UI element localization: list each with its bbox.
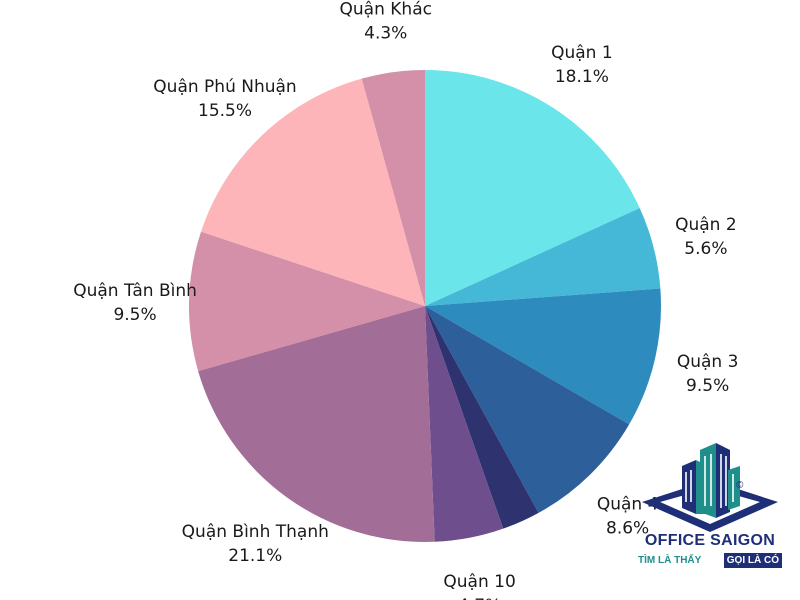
slice-labels: Quận 1 18.1% Quận 2 5.6% Quận 3 9.5% Quận 4 8.6… <box>73 0 738 600</box>
slice-name: Quận 3 <box>677 352 739 372</box>
pie-slice-quan-1 <box>425 70 640 306</box>
slice-label-quan-4: Quận 4 8.6% <box>597 494 659 538</box>
building-logo-icon <box>642 443 778 532</box>
slice-percent: 4.7% <box>458 596 501 600</box>
pie-slice-quan-tan-binh <box>188 231 425 372</box>
logo-tagline-left: TÌM LÀ THẤY <box>638 555 702 566</box>
slice-label-quan-phu-nhuan: Quận Phú Nhuận 15.5% <box>153 77 296 121</box>
logo-tagline: TÌM LÀ THẤY GỌI LÀ CÓ <box>638 553 782 569</box>
slice-percent: 5.6% <box>684 239 727 259</box>
slice-name: Quận Khác <box>340 0 432 20</box>
pie-slice-quan-3 <box>425 288 661 425</box>
pie-slice-quan-10 <box>425 306 504 542</box>
slice-name: Quận 2 <box>675 215 737 235</box>
slice-label-quan-3: Quận 3 9.5% <box>677 352 739 396</box>
copyright-mark: © <box>736 480 744 491</box>
office-saigon-logo: © OFFICE SAIGON TÌM LÀ THẤY GỌI LÀ CÓ <box>636 440 784 570</box>
slice-name: Quận 4 <box>597 494 659 514</box>
slice-percent: 18.1% <box>555 67 609 87</box>
slice-name: Quận Phú Nhuận <box>153 77 296 97</box>
slice-label-quan-2: Quận 2 5.6% <box>675 215 737 259</box>
slice-name: Quận 1 <box>551 43 613 63</box>
slice-name: Quận 10 <box>443 572 515 592</box>
slice-label-quan-tan-binh: Quận Tân Bình 9.5% <box>73 281 197 325</box>
slice-percent: 4.3% <box>364 24 407 44</box>
slice-label-quan-1: Quận 1 18.1% <box>551 43 613 87</box>
slice-label-quan-binh-thanh: Quận Bình Thạnh 21.1% <box>182 522 329 566</box>
slice-percent: 21.1% <box>228 546 282 566</box>
pie-slice-unlabeled-4 <box>425 306 539 529</box>
slice-percent: 15.5% <box>198 101 252 121</box>
slice-percent: 9.5% <box>686 376 729 396</box>
logo-tagline-right: GỌI LÀ CÓ <box>723 553 782 568</box>
slice-name: Quận Bình Thạnh <box>182 522 329 542</box>
slice-percent: 8.6% <box>606 518 649 538</box>
pie-slice-quan-phu-nhuan <box>201 78 425 306</box>
pie-slice-quan-2 <box>425 208 661 306</box>
pie-slices <box>188 70 661 542</box>
pie-slice-quan-khac <box>361 70 425 306</box>
pie-slice-quan-4 <box>425 306 630 513</box>
pie-slice-quan-binh-thanh <box>198 306 435 542</box>
slice-label-quan-10: Quận 10 4.7% <box>443 572 515 600</box>
slice-label-quan-khac: Quận Khác 4.3% <box>340 0 432 44</box>
slice-name: Quận Tân Bình <box>73 281 197 301</box>
slice-percent: 9.5% <box>113 305 156 325</box>
logo-name: OFFICE SAIGON <box>644 532 776 549</box>
